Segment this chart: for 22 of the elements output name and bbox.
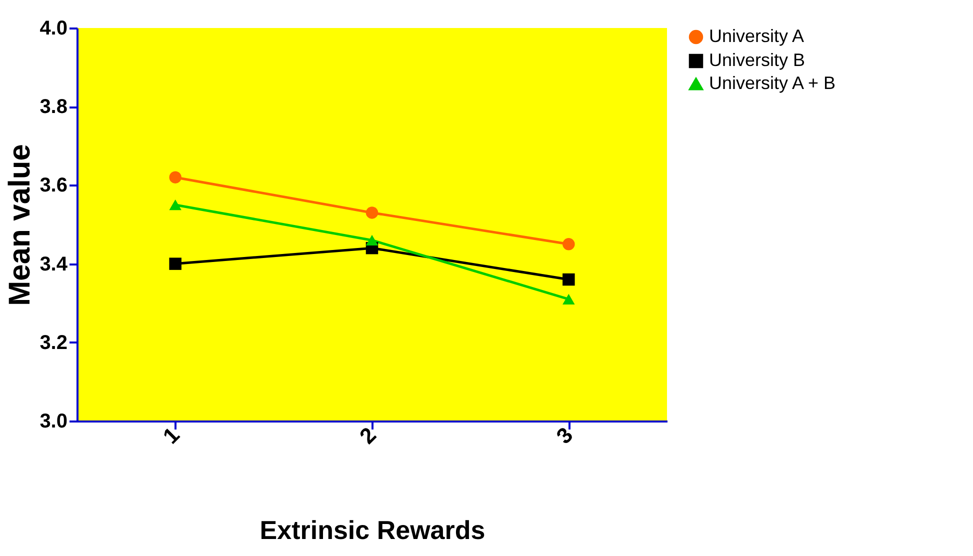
point (366, 234, 378, 246)
point (366, 206, 378, 219)
x-tick-label: 1 (158, 422, 184, 449)
point (562, 273, 575, 286)
legend-label: University A + B (709, 73, 836, 93)
point (562, 294, 575, 304)
y-tick-label: 3.8 (40, 96, 68, 118)
y-tick-label: 3.6 (40, 174, 68, 197)
y-tick-label: 4.0 (40, 18, 68, 40)
y-tick-label: 3.2 (40, 332, 68, 354)
x-axis-title: Extrinsic Rewards (260, 514, 486, 545)
x-tick-label: 3 (551, 422, 578, 449)
point (169, 258, 182, 270)
legend-label: University B (709, 50, 806, 70)
y-tick-label: 3.4 (40, 253, 68, 276)
x-tick-label: 2 (354, 422, 381, 449)
y-axis-title: Mean value (4, 144, 37, 306)
point (169, 200, 182, 210)
y-tick-label: 3.0 (40, 410, 68, 432)
point (169, 171, 182, 184)
legend-label: University A (709, 26, 804, 46)
point (562, 238, 575, 250)
